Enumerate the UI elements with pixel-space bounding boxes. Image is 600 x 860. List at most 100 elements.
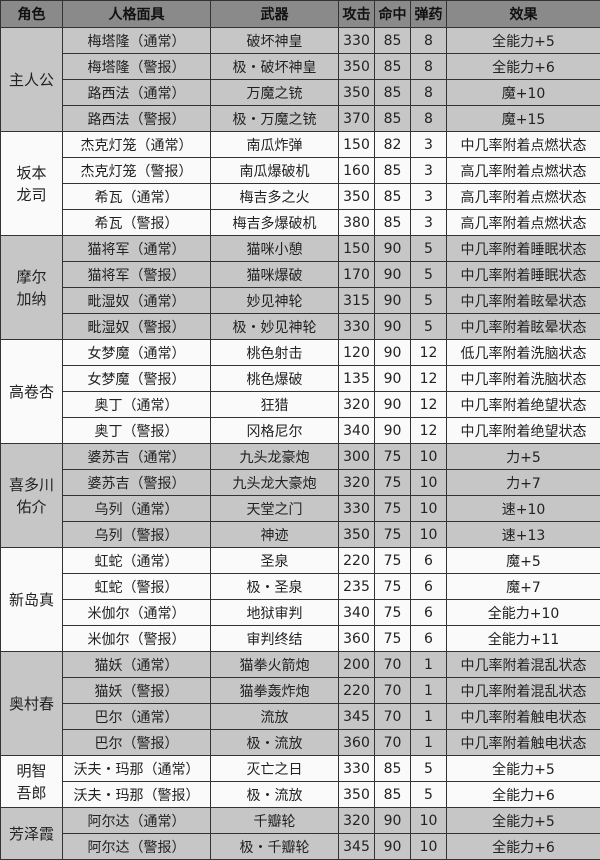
accuracy-cell: 75: [375, 626, 411, 652]
effect-cell: 高几率附着点燃状态: [447, 184, 600, 210]
effect-cell: 全能力+11: [447, 626, 600, 652]
attack-cell: 370: [339, 106, 375, 132]
accuracy-cell: 90: [375, 366, 411, 392]
accuracy-cell: 90: [375, 392, 411, 418]
effect-cell: 全能力+6: [447, 834, 600, 860]
attack-cell: 120: [339, 340, 375, 366]
accuracy-cell: 82: [375, 132, 411, 158]
header-row: 角色 人格面具 武器 攻击 命中 弹药 效果: [1, 1, 600, 28]
ammo-cell: 12: [411, 392, 447, 418]
ammo-cell: 10: [411, 444, 447, 470]
ammo-cell: 6: [411, 600, 447, 626]
weapon-cell: 九头龙大豪炮: [211, 470, 339, 496]
effect-cell: 高几率附着点燃状态: [447, 210, 600, 236]
accuracy-cell: 70: [375, 678, 411, 704]
attack-cell: 340: [339, 600, 375, 626]
weapon-cell: 梅吉多之火: [211, 184, 339, 210]
effect-cell: 中几率附着睡眠状态: [447, 262, 600, 288]
attack-cell: 200: [339, 652, 375, 678]
effect-cell: 魔+15: [447, 106, 600, 132]
persona-cell: 猫妖（警报）: [63, 678, 211, 704]
effect-cell: 全能力+5: [447, 808, 600, 834]
effect-cell: 低几率附着洗脑状态: [447, 340, 600, 366]
ammo-cell: 5: [411, 262, 447, 288]
accuracy-cell: 90: [375, 288, 411, 314]
weapon-cell: 破坏神皇: [211, 28, 339, 54]
persona-cell: 路西法（通常）: [63, 80, 211, 106]
weapon-cell: 极・圣泉: [211, 574, 339, 600]
ammo-cell: 1: [411, 678, 447, 704]
persona-cell: 猫将军（通常）: [63, 236, 211, 262]
weapon-cell: 猫咪爆破: [211, 262, 339, 288]
effect-cell: 魔+5: [447, 548, 600, 574]
accuracy-cell: 75: [375, 522, 411, 548]
attack-cell: 320: [339, 808, 375, 834]
accuracy-cell: 90: [375, 418, 411, 444]
attack-cell: 300: [339, 444, 375, 470]
accuracy-cell: 85: [375, 106, 411, 132]
persona-cell: 巴尔（警报）: [63, 730, 211, 756]
attack-cell: 330: [339, 756, 375, 782]
persona-cell: 梅塔隆（通常）: [63, 28, 211, 54]
header-attack: 攻击: [339, 1, 375, 28]
ammo-cell: 5: [411, 756, 447, 782]
weapon-cell: 极・流放: [211, 782, 339, 808]
role-cell: 主人公: [1, 28, 63, 132]
effect-cell: 中几率附着点燃状态: [447, 132, 600, 158]
persona-cell: 杰克灯笼（警报）: [63, 158, 211, 184]
attack-cell: 235: [339, 574, 375, 600]
effect-cell: 力+5: [447, 444, 600, 470]
persona-cell: 婆苏吉（通常）: [63, 444, 211, 470]
ammo-cell: 10: [411, 808, 447, 834]
header-accuracy: 命中: [375, 1, 411, 28]
ammo-cell: 12: [411, 366, 447, 392]
persona-cell: 希瓦（警报）: [63, 210, 211, 236]
weapon-cell: 猫拳轰炸炮: [211, 678, 339, 704]
ammo-cell: 1: [411, 652, 447, 678]
weapon-cell: 千瓣轮: [211, 808, 339, 834]
effect-cell: 高几率附着点燃状态: [447, 158, 600, 184]
persona-cell: 沃夫・玛那（警报）: [63, 782, 211, 808]
effect-cell: 力+7: [447, 470, 600, 496]
persona-cell: 乌列（警报）: [63, 522, 211, 548]
accuracy-cell: 85: [375, 80, 411, 106]
header-effect: 效果: [447, 1, 600, 28]
attack-cell: 350: [339, 184, 375, 210]
persona-cell: 虹蛇（通常）: [63, 548, 211, 574]
effect-cell: 全能力+6: [447, 782, 600, 808]
ammo-cell: 10: [411, 470, 447, 496]
header-persona: 人格面具: [63, 1, 211, 28]
effect-cell: 全能力+5: [447, 28, 600, 54]
attack-cell: 360: [339, 626, 375, 652]
attack-cell: 330: [339, 28, 375, 54]
attack-cell: 150: [339, 132, 375, 158]
effect-cell: 中几率附着绝望状态: [447, 392, 600, 418]
persona-cell: 虹蛇（警报）: [63, 574, 211, 600]
effect-cell: 中几率附着混乱状态: [447, 652, 600, 678]
attack-cell: 330: [339, 314, 375, 340]
attack-cell: 135: [339, 366, 375, 392]
persona-cell: 路西法（警报）: [63, 106, 211, 132]
effect-cell: 中几率附着洗脑状态: [447, 366, 600, 392]
weapon-cell: 极・万魔之铳: [211, 106, 339, 132]
role-cell: 坂本龙司: [1, 132, 63, 236]
effect-cell: 中几率附着触电状态: [447, 704, 600, 730]
attack-cell: 150: [339, 236, 375, 262]
ammo-cell: 8: [411, 28, 447, 54]
role-cell: 高卷杏: [1, 340, 63, 444]
effect-cell: 全能力+6: [447, 54, 600, 80]
